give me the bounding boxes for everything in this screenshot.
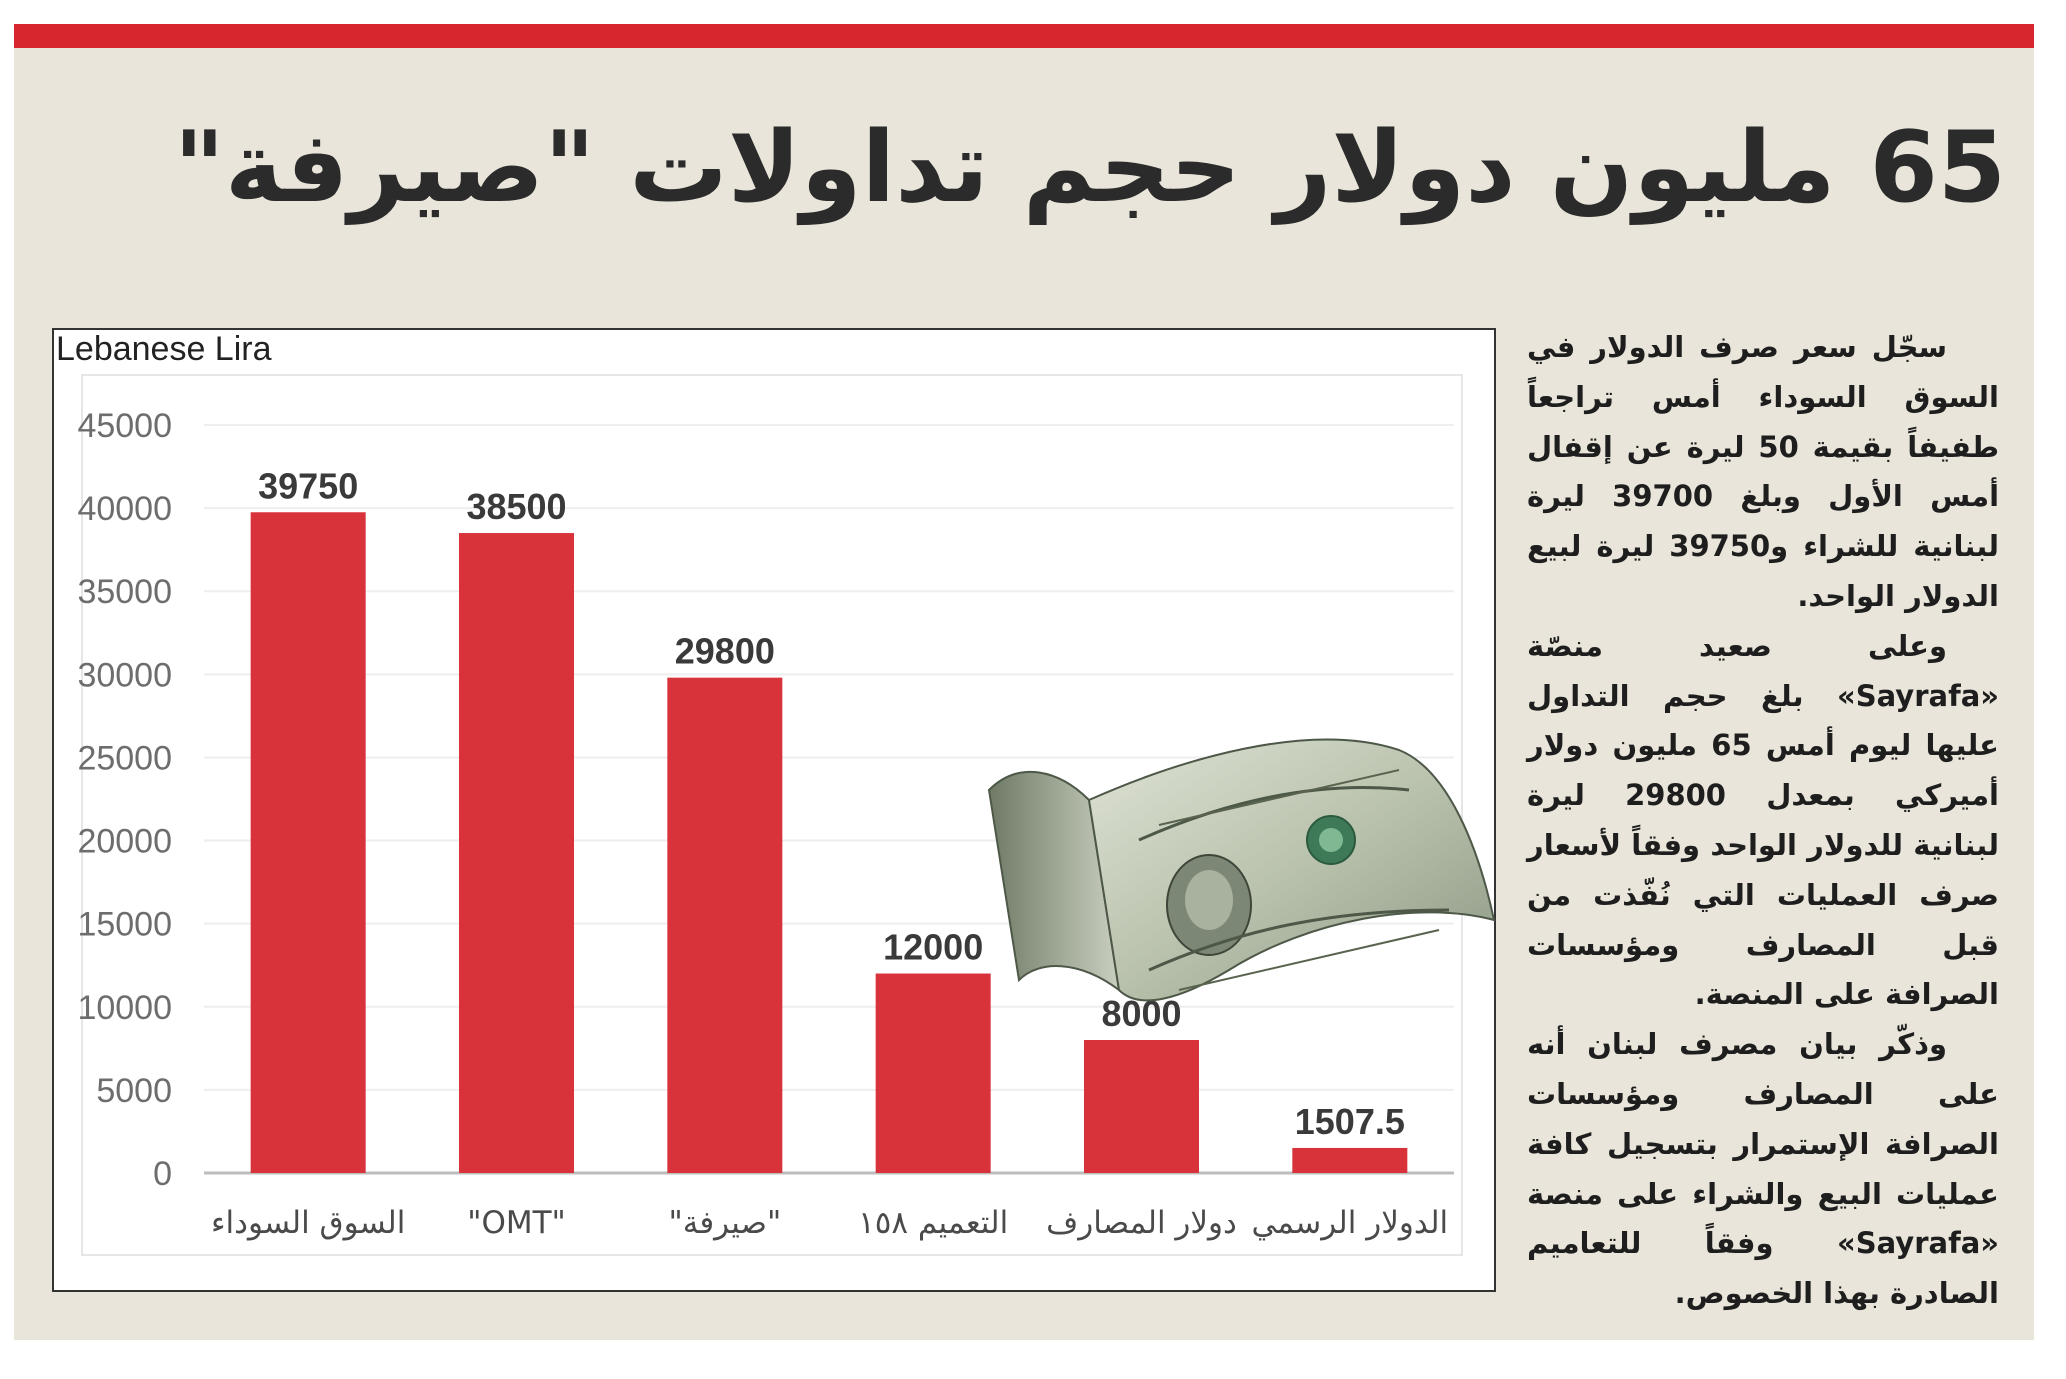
y-tick-label: 15000 (77, 906, 172, 944)
x-tick-label: "صيرفة" (668, 1205, 781, 1241)
y-tick-label: 35000 (77, 573, 172, 611)
bar (667, 677, 783, 1173)
y-tick-label: 20000 (77, 823, 172, 861)
y-tick-label: 30000 (77, 656, 172, 694)
data-label: 29800 (675, 631, 775, 672)
y-axis-label: Lebanese Lira (56, 330, 272, 368)
y-tick-label: 0 (153, 1155, 172, 1193)
top-accent-bar (14, 24, 2034, 48)
data-label: 38500 (466, 486, 566, 527)
data-label: 39750 (258, 465, 358, 506)
headline: 65 مليون دولار حجم تداولات "صيرفة" (173, 111, 2006, 225)
chart-panel: Lebanese Lira 0 5000 10000 15000 20000 25000 30… (52, 328, 1496, 1292)
bar (1292, 1147, 1408, 1173)
y-tick-label: 40000 (77, 490, 172, 528)
y-tick-label: 45000 (77, 407, 172, 445)
plot-frame (81, 374, 1463, 1256)
x-tick-label: التعميم ١٥٨ (858, 1205, 1008, 1241)
article-paragraph: وعلى صعيد منصّة «Sayrafa» بلغ حجم التداو… (1527, 628, 1999, 1012)
bar (1084, 1040, 1199, 1173)
x-tick-label: دولار المصارف (1046, 1205, 1237, 1241)
article-paragraph: سجّل سعر صرف الدولار في السوق السوداء أم… (1527, 330, 2000, 613)
bar (250, 512, 366, 1173)
data-label: 1507.5 (1295, 1101, 1405, 1142)
y-tick-label: 10000 (77, 989, 172, 1027)
dollar-bill-icon (979, 730, 1499, 1044)
y-tick-label: 25000 (77, 739, 172, 777)
x-tick-label: "OMT" (467, 1205, 566, 1241)
x-tick-label: الدولار الرسمي (1251, 1205, 1448, 1241)
bar (875, 973, 991, 1173)
y-tick-label: 5000 (96, 1072, 172, 1110)
bar (459, 533, 574, 1173)
article-paragraph: وذكّر بيان مصرف لبنان أنه على المصارف وم… (1527, 1027, 1999, 1311)
x-tick-label: السوق السوداء (211, 1205, 405, 1241)
data-label: 12000 (883, 927, 983, 968)
article-body: سجّل سعر صرف الدولار في السوق السوداء أم… (1527, 323, 2000, 1310)
